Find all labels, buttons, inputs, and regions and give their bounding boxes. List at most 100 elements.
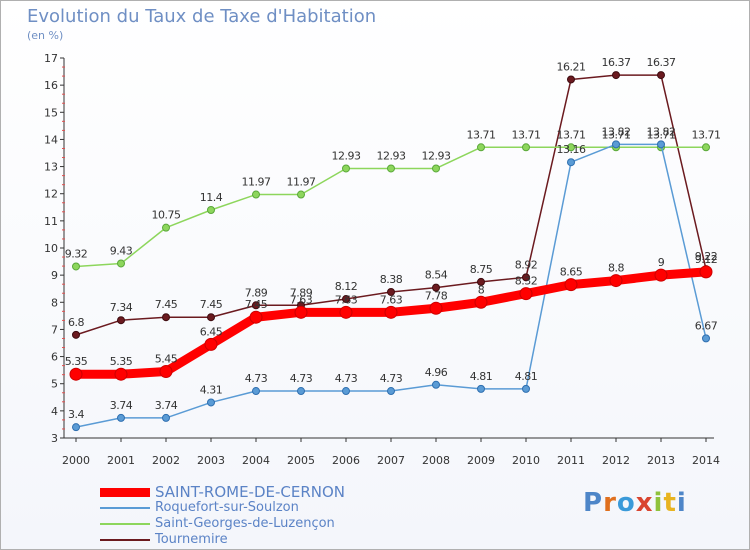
- data-point: [564, 278, 578, 292]
- data-point: [117, 259, 125, 268]
- data-point: [657, 140, 665, 149]
- data-label: 9.43: [110, 244, 133, 257]
- data-point: [339, 305, 353, 319]
- data-label: 7.45: [245, 298, 268, 311]
- legend-swatch: [100, 488, 150, 497]
- y-tick-label: 13: [44, 161, 58, 174]
- x-tick-label: 2014: [692, 454, 720, 467]
- data-label: 8.12: [335, 280, 358, 293]
- y-tick-label: 11: [44, 215, 58, 228]
- data-label: 5.35: [110, 355, 133, 368]
- data-point: [72, 330, 80, 339]
- legend-item: Roquefort-sur-Soulzon: [100, 500, 500, 516]
- data-label: 8.38: [380, 273, 403, 286]
- chart-unit: (en %): [27, 29, 64, 42]
- data-label: 8: [478, 283, 485, 296]
- data-point: [522, 384, 530, 393]
- y-tick-label: 16: [44, 79, 58, 92]
- y-tick-label: 8: [51, 296, 58, 309]
- y-tick-label: 14: [44, 133, 58, 146]
- data-point: [207, 398, 215, 407]
- data-label: 13.82: [647, 125, 676, 138]
- data-point: [387, 287, 395, 296]
- legend-item: SAINT-ROME-DE-CERNON: [100, 484, 500, 500]
- chart-title: Evolution du Taux de Taxe d'Habitation: [27, 6, 377, 27]
- data-label: 8.32: [515, 275, 538, 288]
- data-label: 4.73: [335, 372, 358, 385]
- data-point: [162, 413, 170, 422]
- data-point: [117, 316, 125, 325]
- data-label: 13.71: [467, 128, 496, 141]
- data-point: [249, 310, 263, 324]
- data-point: [162, 313, 170, 322]
- data-point: [567, 143, 575, 152]
- y-tick-label: 15: [44, 106, 58, 119]
- y-tick-label: 3: [51, 432, 58, 445]
- data-point: [432, 283, 440, 292]
- data-label: 4.31: [200, 383, 223, 396]
- x-tick-label: 2001: [107, 454, 135, 467]
- legend-label: Saint-Georges-de-Luzençon: [155, 516, 335, 531]
- data-point: [207, 206, 215, 214]
- data-point: [117, 413, 125, 422]
- y-tick-label: 4: [51, 405, 58, 418]
- data-label: 13.71: [647, 128, 676, 141]
- data-point: [297, 190, 305, 199]
- data-point: [204, 337, 218, 351]
- data-point: [429, 301, 443, 315]
- y-tick-label: 10: [44, 242, 58, 255]
- logo-letter: i: [653, 488, 664, 518]
- data-point: [297, 387, 305, 396]
- data-label: 7.89: [245, 286, 268, 299]
- data-point: [69, 367, 83, 381]
- x-tick-label: 2000: [62, 454, 90, 467]
- data-label: 12.93: [377, 149, 406, 162]
- x-tick-label: 2004: [242, 454, 270, 467]
- data-point: [162, 223, 170, 232]
- data-label: 12.93: [422, 149, 451, 162]
- data-point: [207, 313, 215, 322]
- x-tick-label: 2010: [512, 454, 540, 467]
- data-label: 11.97: [242, 176, 271, 189]
- data-label: 13.71: [557, 128, 586, 141]
- data-point: [522, 273, 530, 282]
- data-label: 3.4: [68, 408, 84, 421]
- data-label: 12.93: [332, 149, 361, 162]
- legend-label: Roquefort-sur-Soulzon: [155, 500, 299, 515]
- data-label: 9.32: [65, 247, 88, 260]
- data-point: [294, 305, 308, 319]
- data-label: 13.82: [602, 125, 631, 138]
- data-point: [432, 164, 440, 173]
- data-point: [159, 365, 173, 378]
- legend-swatch: [100, 523, 150, 525]
- data-label: 7.78: [425, 289, 448, 302]
- x-tick-label: 2005: [287, 454, 315, 467]
- data-point: [114, 367, 128, 381]
- logo-letter: o: [616, 488, 636, 518]
- data-point: [702, 143, 710, 152]
- legend-item: Tournemire: [100, 532, 500, 548]
- y-tick-label: 7: [51, 323, 58, 336]
- data-label: 6.8: [68, 316, 84, 329]
- data-point: [654, 268, 668, 282]
- data-point: [387, 164, 395, 173]
- data-label: 9.22: [695, 250, 718, 263]
- y-tick-label: 5: [51, 378, 58, 391]
- data-label: 4.96: [425, 366, 448, 379]
- x-tick-label: 2012: [602, 454, 630, 467]
- logo-letter: P: [583, 488, 604, 518]
- data-label: 13.71: [692, 128, 721, 141]
- y-tick-label: 6: [51, 351, 58, 364]
- x-tick-label: 2002: [152, 454, 180, 467]
- data-point: [612, 140, 620, 149]
- data-point: [522, 143, 530, 152]
- data-point: [387, 387, 395, 396]
- chart-axes: 3 4 5 6 7 8 9 10 11 12 13 14 15 16 17 2000 2001 2002 2003 2…: [44, 52, 720, 467]
- x-tick-label: 2009: [467, 454, 495, 467]
- data-label: 13.71: [602, 128, 631, 141]
- data-point: [342, 387, 350, 396]
- data-label: 5.35: [65, 355, 88, 368]
- x-tick-label: 2007: [377, 454, 405, 467]
- legend-swatch: [100, 539, 150, 541]
- data-label: 8.54: [425, 269, 448, 282]
